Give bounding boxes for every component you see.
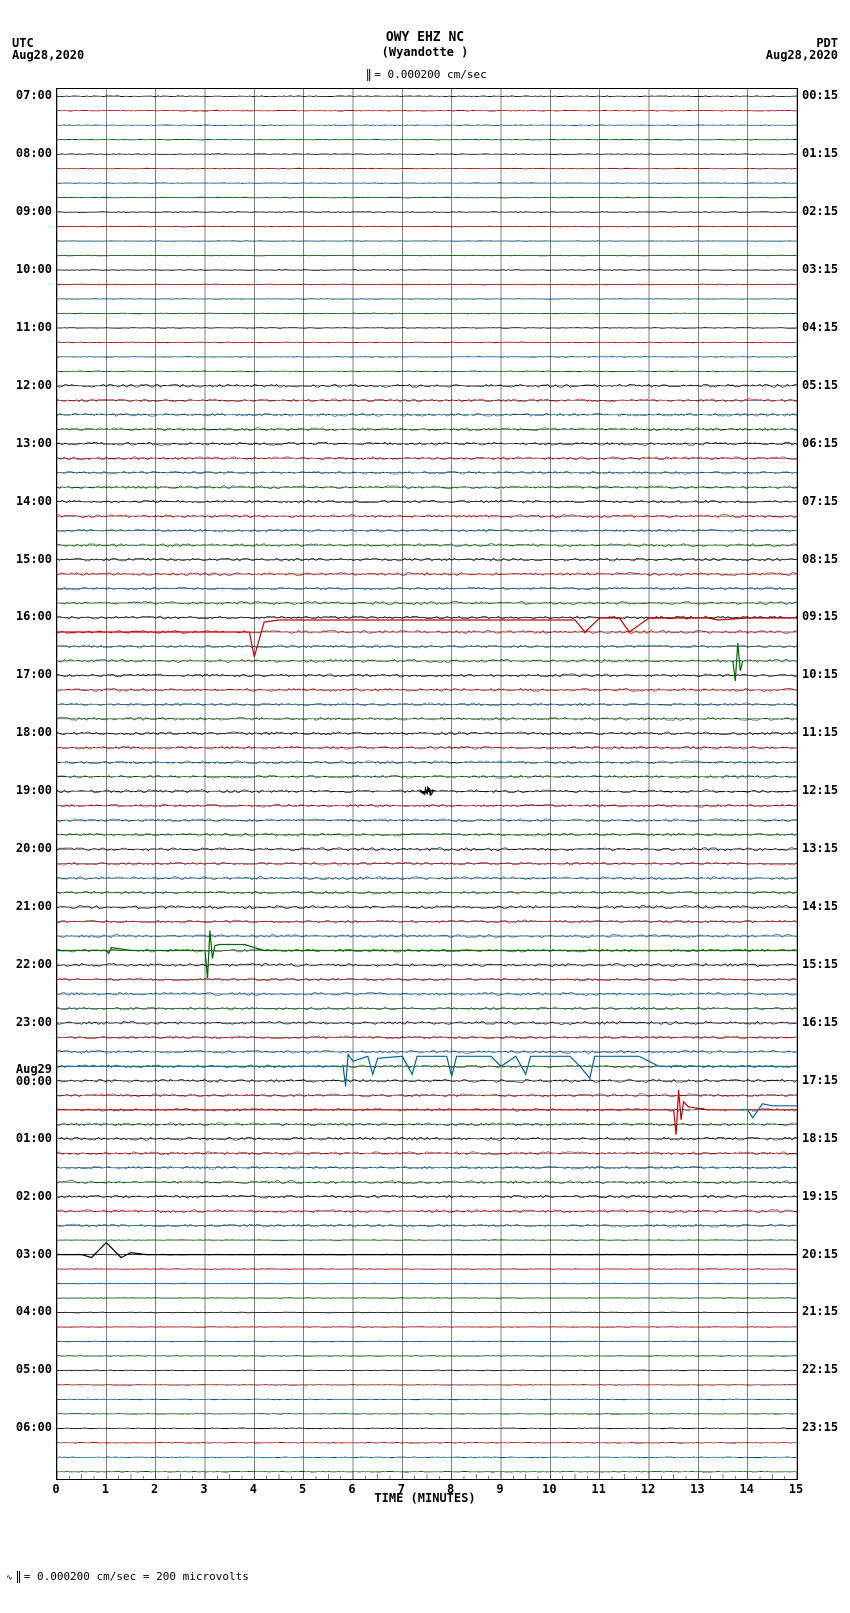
pdt-time-label: 19:15: [802, 1189, 838, 1203]
header: UTC Aug28,2020 OWY EHZ NC (Wyandotte ) =…: [0, 0, 850, 80]
utc-time-label: 18:00: [16, 725, 52, 739]
scale-text: = 0.000200 cm/sec: [374, 68, 487, 81]
utc-time-label: 02:00: [16, 1189, 52, 1203]
x-tick-label: 5: [299, 1482, 306, 1496]
x-tick-label: 9: [496, 1482, 503, 1496]
utc-time-label: 17:00: [16, 667, 52, 681]
utc-time-label: 06:00: [16, 1420, 52, 1434]
utc-time-label: 19:00: [16, 783, 52, 797]
pdt-time-label: 20:15: [802, 1247, 838, 1261]
utc-time-label: 07:00: [16, 88, 52, 102]
pdt-time-label: 23:15: [802, 1420, 838, 1434]
footer-text: = 0.000200 cm/sec = 200 microvolts: [24, 1570, 249, 1583]
x-tick-label: 4: [250, 1482, 257, 1496]
pdt-time-label: 21:15: [802, 1304, 838, 1318]
pdt-time-label: 15:15: [802, 957, 838, 971]
x-tick-label: 13: [690, 1482, 704, 1496]
utc-time-label: 15:00: [16, 552, 52, 566]
x-tick-label: 14: [739, 1482, 753, 1496]
pdt-time-label: 01:15: [802, 146, 838, 160]
pdt-time-label: 17:15: [802, 1073, 838, 1087]
utc-time-label: 03:00: [16, 1247, 52, 1261]
station-title: OWY EHZ NC (Wyandotte ): [382, 30, 469, 60]
pdt-time-label: 16:15: [802, 1015, 838, 1029]
scale-indicator: = 0.000200 cm/sec: [363, 68, 487, 81]
utc-time-label: 05:00: [16, 1362, 52, 1376]
utc-time-label: 09:00: [16, 204, 52, 218]
pdt-time-label: 11:15: [802, 725, 838, 739]
x-tick-label: 2: [151, 1482, 158, 1496]
pdt-time-label: 03:15: [802, 262, 838, 276]
right-date: Aug28,2020: [766, 48, 838, 62]
utc-time-label: 23:00: [16, 1015, 52, 1029]
seismogram-plot: [56, 88, 798, 1480]
pdt-time-label: 10:15: [802, 667, 838, 681]
x-tick-label: 12: [641, 1482, 655, 1496]
utc-time-label: 11:00: [16, 320, 52, 334]
utc-time-label: 08:00: [16, 146, 52, 160]
utc-time-label: 01:00: [16, 1131, 52, 1145]
x-tick-label: 15: [789, 1482, 803, 1496]
x-tick-label: 0: [52, 1482, 59, 1496]
x-tick-label: 1: [102, 1482, 109, 1496]
x-axis-label: TIME (MINUTES): [374, 1491, 475, 1505]
x-tick-label: 6: [348, 1482, 355, 1496]
pdt-time-label: 02:15: [802, 204, 838, 218]
utc-time-label: 13:00: [16, 436, 52, 450]
x-tick-label: 10: [542, 1482, 556, 1496]
pdt-time-label: 08:15: [802, 552, 838, 566]
utc-time-label: 20:00: [16, 841, 52, 855]
utc-time-label: 16:00: [16, 609, 52, 623]
pdt-time-label: 13:15: [802, 841, 838, 855]
x-tick-label: 11: [591, 1482, 605, 1496]
station-location: (Wyandotte ): [382, 45, 469, 59]
seismogram-container: UTC Aug28,2020 OWY EHZ NC (Wyandotte ) =…: [0, 0, 850, 1613]
pdt-time-label: 09:15: [802, 609, 838, 623]
utc-time-label: 00:00: [16, 1074, 52, 1088]
left-date: Aug28,2020: [12, 48, 84, 62]
utc-time-label: 21:00: [16, 899, 52, 913]
x-tick-label: 3: [200, 1482, 207, 1496]
pdt-time-label: 12:15: [802, 783, 838, 797]
utc-time-label: 10:00: [16, 262, 52, 276]
utc-time-label: 04:00: [16, 1304, 52, 1318]
pdt-time-label: 04:15: [802, 320, 838, 334]
pdt-time-label: 00:15: [802, 88, 838, 102]
pdt-time-label: 05:15: [802, 378, 838, 392]
utc-time-label: 12:00: [16, 378, 52, 392]
pdt-time-label: 06:15: [802, 436, 838, 450]
station-code: OWY EHZ NC: [386, 30, 464, 45]
pdt-time-label: 18:15: [802, 1131, 838, 1145]
pdt-time-label: 22:15: [802, 1362, 838, 1376]
utc-time-label: 14:00: [16, 494, 52, 508]
pdt-time-label: 07:15: [802, 494, 838, 508]
utc-time-label: 22:00: [16, 957, 52, 971]
pdt-time-label: 14:15: [802, 899, 838, 913]
footer-scale: ∿= 0.000200 cm/sec = 200 microvolts: [6, 1570, 249, 1583]
